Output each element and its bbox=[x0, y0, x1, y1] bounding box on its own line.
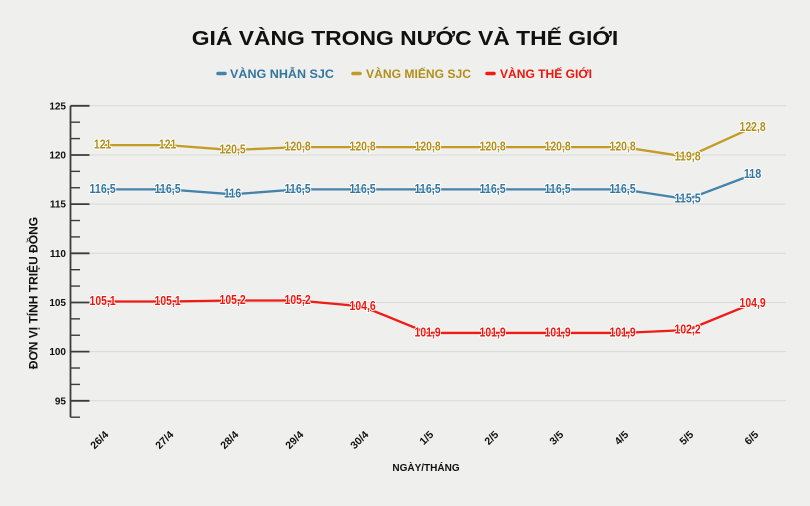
svg-text:116,5: 116,5 bbox=[350, 181, 376, 196]
svg-text:116,5: 116,5 bbox=[480, 181, 506, 196]
svg-text:101,9: 101,9 bbox=[610, 324, 636, 339]
svg-text:105,1: 105,1 bbox=[155, 293, 181, 308]
svg-text:105,2: 105,2 bbox=[285, 292, 311, 307]
svg-text:NGÀY/THÁNG: NGÀY/THÁNG bbox=[392, 461, 459, 474]
svg-text:120,8: 120,8 bbox=[610, 139, 636, 154]
svg-text:120,5: 120,5 bbox=[220, 141, 246, 156]
svg-text:118: 118 bbox=[744, 166, 761, 181]
svg-text:100: 100 bbox=[49, 347, 66, 358]
svg-text:116,5: 116,5 bbox=[90, 181, 116, 196]
svg-text:104,9: 104,9 bbox=[740, 295, 766, 310]
svg-text:119,8: 119,8 bbox=[675, 148, 701, 163]
svg-text:116,5: 116,5 bbox=[545, 181, 571, 196]
svg-text:116,5: 116,5 bbox=[415, 181, 441, 196]
svg-text:110: 110 bbox=[50, 249, 67, 260]
svg-text:105: 105 bbox=[49, 298, 66, 309]
svg-text:121: 121 bbox=[94, 137, 111, 152]
svg-text:101,9: 101,9 bbox=[415, 324, 441, 339]
svg-text:120,8: 120,8 bbox=[545, 139, 571, 154]
svg-text:116,5: 116,5 bbox=[285, 181, 311, 196]
svg-text:102,2: 102,2 bbox=[675, 321, 701, 336]
svg-text:115: 115 bbox=[50, 200, 67, 211]
svg-text:ĐƠN VỊ TÍNH TRIỆU ĐỒNG: ĐƠN VỊ TÍNH TRIỆU ĐỒNG bbox=[26, 217, 41, 369]
svg-text:116: 116 bbox=[224, 186, 241, 201]
svg-text:116,5: 116,5 bbox=[155, 181, 181, 196]
svg-text:95: 95 bbox=[55, 396, 67, 407]
svg-text:115,5: 115,5 bbox=[675, 191, 701, 206]
svg-text:122,8: 122,8 bbox=[740, 119, 766, 134]
svg-text:120: 120 bbox=[49, 151, 66, 162]
svg-text:101,9: 101,9 bbox=[545, 324, 571, 339]
svg-text:VÀNG NHẪN SJC: VÀNG NHẪN SJC bbox=[230, 67, 335, 81]
svg-text:120,8: 120,8 bbox=[350, 139, 376, 154]
svg-text:105,1: 105,1 bbox=[90, 293, 116, 308]
svg-text:VÀNG THẾ GIỚI: VÀNG THẾ GIỚI bbox=[500, 67, 592, 81]
svg-text:120,8: 120,8 bbox=[480, 139, 506, 154]
svg-text:116,5: 116,5 bbox=[610, 181, 636, 196]
svg-text:125: 125 bbox=[49, 101, 66, 112]
svg-text:101,9: 101,9 bbox=[480, 324, 506, 339]
svg-text:GIÁ VÀNG TRONG NƯỚC VÀ THẾ GIỚ: GIÁ VÀNG TRONG NƯỚC VÀ THẾ GIỚI bbox=[192, 26, 619, 50]
svg-text:VÀNG MIẾNG SJC: VÀNG MIẾNG SJC bbox=[366, 67, 471, 81]
svg-text:104,6: 104,6 bbox=[350, 298, 376, 313]
svg-text:121: 121 bbox=[159, 137, 176, 152]
svg-text:105,2: 105,2 bbox=[220, 292, 246, 307]
svg-text:120,8: 120,8 bbox=[285, 139, 311, 154]
svg-text:120,8: 120,8 bbox=[415, 139, 441, 154]
